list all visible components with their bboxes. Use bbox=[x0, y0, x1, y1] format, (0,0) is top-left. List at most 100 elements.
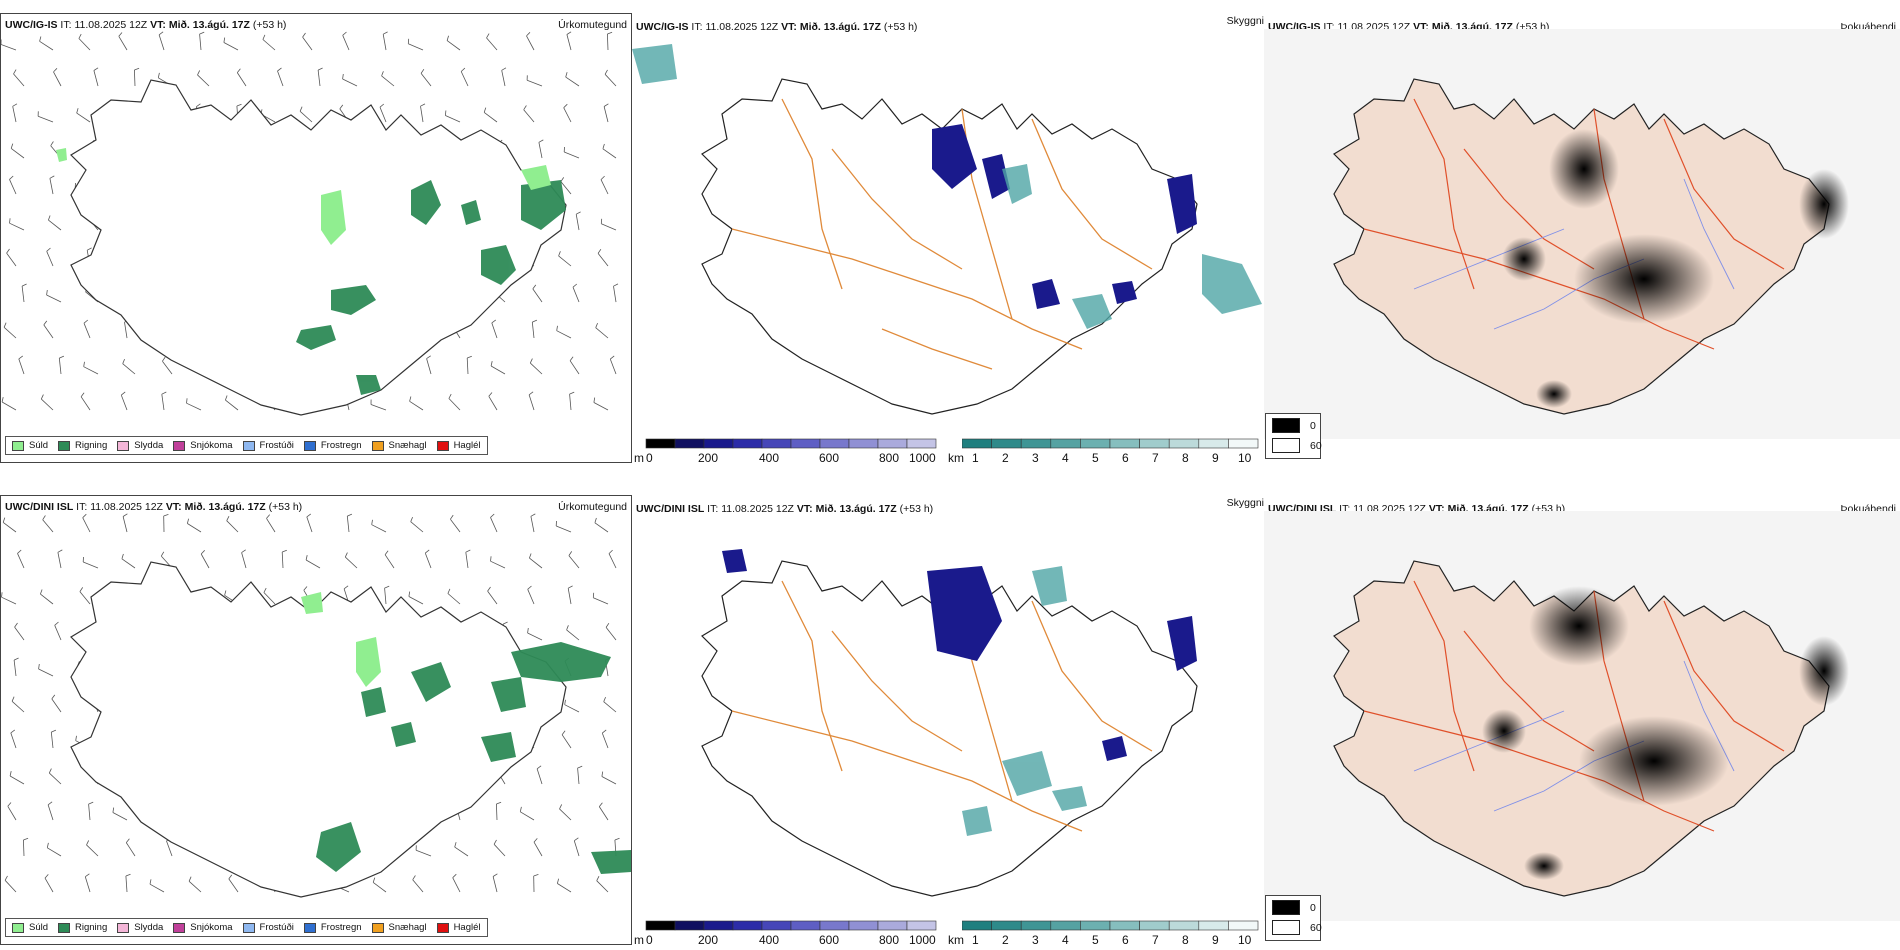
wind-barb bbox=[39, 40, 54, 51]
wind-barb-flag bbox=[158, 31, 164, 36]
wind-barb-flag bbox=[122, 358, 125, 364]
wind-barb-flag bbox=[303, 586, 308, 591]
wind-barb bbox=[381, 75, 395, 87]
colorbar-segment bbox=[1080, 438, 1111, 449]
cloud-panel-row2: UWC/DINI ISL IT: 11.08.2025 12Z VT: Mið.… bbox=[1264, 495, 1900, 945]
wind-barb bbox=[556, 525, 572, 533]
visibility-tick: 3 bbox=[1032, 451, 1039, 465]
wind-barb bbox=[415, 849, 432, 857]
wind-barb bbox=[490, 365, 506, 375]
wind-barb bbox=[454, 846, 469, 857]
wind-barb-flag bbox=[187, 518, 189, 524]
wind-barb-flag bbox=[347, 513, 353, 517]
wind-barb bbox=[593, 597, 609, 605]
wind-barb-flag bbox=[536, 765, 542, 770]
legend-swatch bbox=[371, 440, 384, 451]
wind-barb-flag bbox=[576, 211, 581, 215]
wind-barb bbox=[424, 552, 432, 569]
wind-barb bbox=[86, 844, 99, 857]
wind-barb-flag bbox=[487, 586, 491, 592]
wind-barb-flag bbox=[342, 31, 347, 36]
wind-barb-flag bbox=[76, 108, 79, 114]
wind-barb bbox=[42, 519, 54, 533]
wind-barb-flag bbox=[121, 391, 126, 396]
wind-barb bbox=[603, 106, 609, 123]
wind-barb bbox=[533, 841, 543, 857]
wind-barb bbox=[7, 806, 17, 821]
wind-barb bbox=[79, 591, 91, 605]
wind-barb-flag bbox=[57, 549, 63, 553]
visibility-tick: 5 bbox=[1092, 451, 1099, 465]
wind-barb bbox=[448, 398, 461, 411]
iceland-map bbox=[701, 549, 1198, 897]
wind-barb-flag bbox=[13, 69, 17, 75]
visibility-unit: km bbox=[948, 451, 964, 465]
wind-barb bbox=[557, 883, 572, 893]
precip-type-legend: Súld Rigning Slydda Snjókoma Frostúði Fr… bbox=[5, 436, 488, 455]
wind-barb-flag bbox=[226, 516, 230, 521]
visibility-tick: 1 bbox=[972, 451, 979, 465]
wind-barb-flag bbox=[564, 699, 566, 705]
wind-barb bbox=[11, 701, 25, 713]
wind-barb bbox=[122, 516, 128, 533]
wind-barb-flag bbox=[160, 551, 165, 557]
wind-barb-flag bbox=[384, 585, 390, 589]
wind-barb-flag bbox=[420, 68, 425, 74]
colorbar-segment bbox=[761, 438, 792, 449]
wind-barb bbox=[536, 768, 543, 785]
wind-barb bbox=[450, 518, 461, 533]
wind-barb-flag bbox=[408, 591, 411, 597]
wind-barb bbox=[266, 518, 276, 533]
wind-barb-flag bbox=[523, 105, 527, 110]
wind-barb-flag bbox=[426, 355, 431, 359]
colorbar-segment bbox=[962, 920, 992, 931]
visibility-colorbar bbox=[962, 920, 1259, 931]
wind-barb-flag bbox=[51, 729, 57, 733]
wind-barb bbox=[13, 73, 25, 87]
wind-barb bbox=[124, 322, 128, 339]
wind-barb bbox=[598, 806, 609, 821]
wind-barb-flag bbox=[125, 873, 131, 877]
wind-barb-flag bbox=[266, 514, 271, 519]
legend-item: Snæhagl bbox=[371, 440, 427, 451]
wind-barb-flag bbox=[383, 31, 388, 35]
legend-swatch bbox=[12, 440, 24, 451]
wind-barb bbox=[47, 847, 62, 857]
wind-barb-flag bbox=[339, 104, 344, 110]
wind-barb-flag bbox=[568, 551, 573, 556]
colorbar-segment bbox=[732, 438, 763, 449]
wind-barb-flag bbox=[42, 515, 46, 520]
wind-barb bbox=[38, 668, 54, 677]
wind-barb-flag bbox=[410, 516, 413, 522]
wind-barb bbox=[382, 34, 387, 51]
visibility-panel-row2: UWC/DINI ISL IT: 11.08.2025 12Z VT: Mið.… bbox=[632, 495, 1264, 947]
visibility-tick: 2 bbox=[1002, 933, 1009, 947]
visibility-tick: 6 bbox=[1122, 933, 1129, 947]
wind-barb-flag bbox=[556, 325, 558, 331]
wind-barb-flag bbox=[452, 873, 457, 878]
wind-barb-flag bbox=[381, 71, 384, 77]
wind-barb bbox=[593, 402, 609, 411]
wind-barb bbox=[122, 363, 136, 375]
visibility-panel-row1: UWC/IG-IS IT: 11.08.2025 12Z VT: Mið. 13… bbox=[632, 13, 1264, 465]
wind-barb-flag bbox=[501, 67, 507, 71]
wind-barb-flag bbox=[529, 553, 532, 559]
wind-barb bbox=[530, 516, 535, 533]
visibility-colorbar bbox=[962, 438, 1259, 449]
height-tick: 800 bbox=[879, 933, 900, 947]
legend-item: Snæhagl bbox=[371, 922, 427, 933]
wind-barb-flag bbox=[224, 590, 227, 596]
height-colorbar bbox=[645, 920, 937, 931]
wind-barb-flag bbox=[1, 592, 3, 598]
wind-barb-flag bbox=[78, 33, 82, 39]
wind-barb bbox=[200, 553, 210, 569]
wind-barb bbox=[531, 322, 535, 339]
wind-barb bbox=[538, 142, 543, 159]
height-unit: m bbox=[634, 933, 644, 947]
wind-barb-flag bbox=[59, 355, 65, 359]
wind-barb bbox=[573, 840, 580, 857]
wind-barb bbox=[48, 219, 62, 231]
legend-swatch bbox=[173, 922, 186, 933]
wind-barb-flag bbox=[454, 842, 457, 848]
wind-barb bbox=[486, 37, 498, 51]
